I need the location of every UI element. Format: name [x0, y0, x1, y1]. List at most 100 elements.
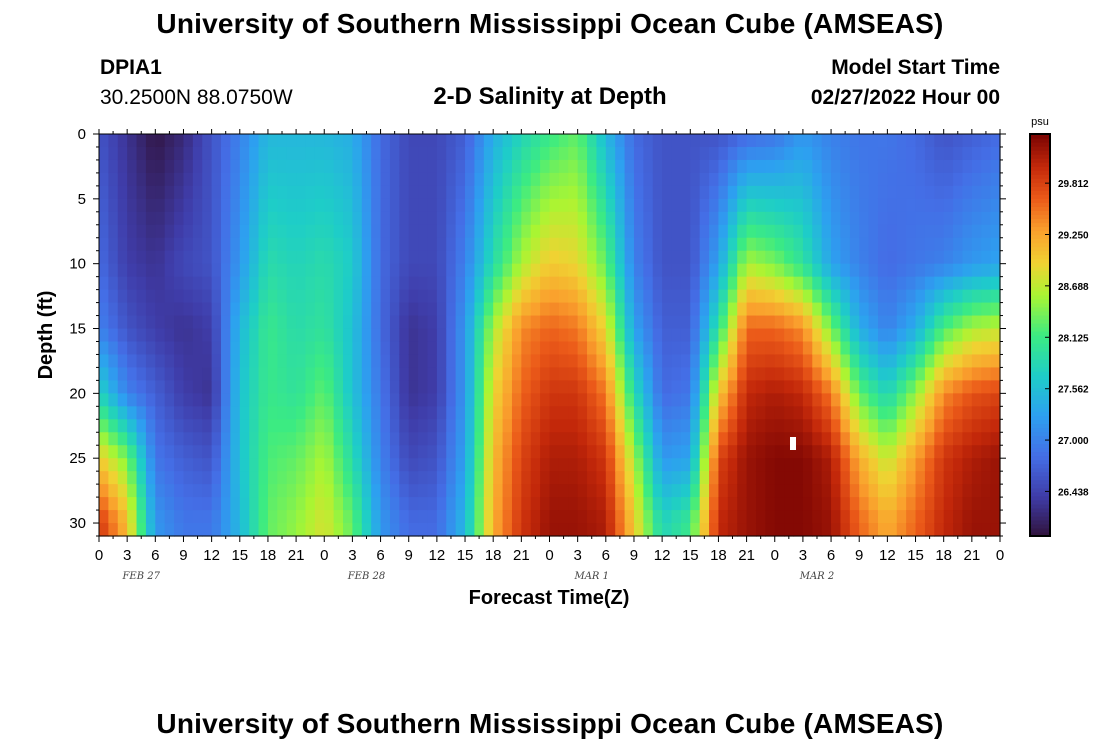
heatmap-cell: [127, 263, 138, 278]
heatmap-cell: [127, 250, 138, 265]
heatmap-cell: [502, 432, 513, 446]
heatmap-cell: [286, 393, 297, 407]
heatmap-cell: [136, 445, 147, 459]
heatmap-cell: [530, 146, 541, 161]
heatmap-cell: [474, 315, 485, 330]
heatmap-cell: [709, 393, 720, 407]
heatmap-cell: [643, 341, 654, 356]
heatmap-cell: [277, 523, 288, 537]
heatmap-cell: [127, 393, 138, 407]
heatmap-cell: [399, 445, 410, 459]
heatmap-cell: [230, 302, 241, 317]
heatmap-cell: [127, 445, 138, 459]
heatmap-cell: [568, 380, 579, 394]
colorbar-segment: [1030, 367, 1050, 372]
heatmap-cell: [643, 458, 654, 472]
heatmap-cell: [915, 289, 926, 304]
heatmap-cell: [221, 341, 231, 356]
heatmap-cell: [718, 419, 729, 433]
heatmap-cell: [540, 159, 551, 174]
heatmap-cell: [587, 328, 598, 343]
heatmap-cell: [211, 159, 222, 174]
heatmap-cell: [568, 523, 579, 537]
heatmap-cell: [211, 484, 222, 498]
heatmap-cell: [915, 276, 926, 291]
heatmap-cell: [493, 445, 504, 459]
colorbar-segment: [1030, 487, 1050, 493]
heatmap-cell: [361, 134, 372, 148]
heatmap-cell: [230, 393, 241, 407]
heatmap-cell: [943, 484, 954, 498]
heatmap-cell: [427, 354, 438, 369]
heatmap-cell: [174, 497, 185, 511]
heatmap-cell: [249, 380, 260, 394]
heatmap-cell: [746, 458, 757, 472]
heatmap-cell: [145, 354, 156, 369]
heatmap-cell: [924, 406, 935, 420]
heatmap-cell: [859, 419, 870, 433]
heatmap-cell: [690, 328, 701, 343]
heatmap-cell: [333, 211, 344, 226]
heatmap-cell: [455, 159, 466, 174]
heatmap-cell: [145, 224, 156, 239]
heatmap-cell: [774, 302, 785, 317]
heatmap-cell: [493, 354, 504, 369]
heatmap-cell: [596, 380, 607, 394]
heatmap-cell: [906, 445, 917, 459]
heatmap-cell: [108, 315, 119, 330]
heatmap-cell: [221, 497, 231, 511]
heatmap-cell: [737, 250, 748, 265]
heatmap-cell: [145, 263, 156, 278]
heatmap-cell: [577, 211, 588, 226]
heatmap-cell: [587, 289, 598, 304]
heatmap-cell: [511, 484, 522, 498]
heatmap-cell: [868, 224, 879, 239]
heatmap-cell: [802, 172, 813, 187]
heatmap-cell: [558, 406, 569, 420]
colorbar-segment: [1030, 507, 1050, 513]
heatmap-cell: [680, 497, 691, 511]
heatmap-cell: [530, 159, 541, 174]
heatmap-cell: [831, 484, 842, 498]
heatmap-cell: [746, 445, 757, 459]
heatmap-cell: [868, 134, 879, 148]
heatmap-cell: [671, 134, 682, 148]
heatmap-cell: [840, 432, 851, 446]
heatmap-cell: [812, 497, 823, 511]
heatmap-cell: [718, 458, 729, 472]
heatmap-cell: [221, 172, 231, 187]
heatmap-cell: [633, 198, 644, 213]
heatmap-cell: [314, 354, 325, 369]
colorbar-segment: [1030, 359, 1050, 364]
heatmap-cell: [577, 510, 588, 524]
heatmap-cell: [211, 263, 222, 278]
heatmap-cell: [296, 484, 307, 498]
x-tick-label: 0: [320, 547, 328, 564]
heatmap-cell: [530, 134, 541, 148]
heatmap-cell: [136, 198, 147, 213]
heatmap-cell: [549, 393, 560, 407]
heatmap-cell: [915, 406, 926, 420]
heatmap-cell: [502, 445, 513, 459]
heatmap-cell: [108, 172, 119, 187]
heatmap-cell: [192, 471, 203, 485]
heatmap-cell: [587, 134, 598, 148]
heatmap-cell: [230, 458, 241, 472]
heatmap-cell: [802, 185, 813, 200]
heatmap-cell: [755, 134, 766, 148]
heatmap-cell: [887, 419, 898, 433]
heatmap-cell: [117, 432, 128, 446]
heatmap-cell: [624, 250, 635, 265]
heatmap-cell: [493, 159, 504, 174]
heatmap-cell: [877, 432, 888, 446]
heatmap-cell: [802, 302, 813, 317]
heatmap-cell: [399, 237, 410, 252]
heatmap-cell: [399, 146, 410, 161]
colorbar-tick-label: 29.250: [1058, 231, 1089, 242]
heatmap-cell: [305, 198, 316, 213]
heatmap-cell: [962, 289, 973, 304]
heatmap-cell: [145, 159, 156, 174]
heatmap-cell: [145, 419, 156, 433]
heatmap-cell: [258, 367, 269, 381]
heatmap-cell: [145, 211, 156, 226]
